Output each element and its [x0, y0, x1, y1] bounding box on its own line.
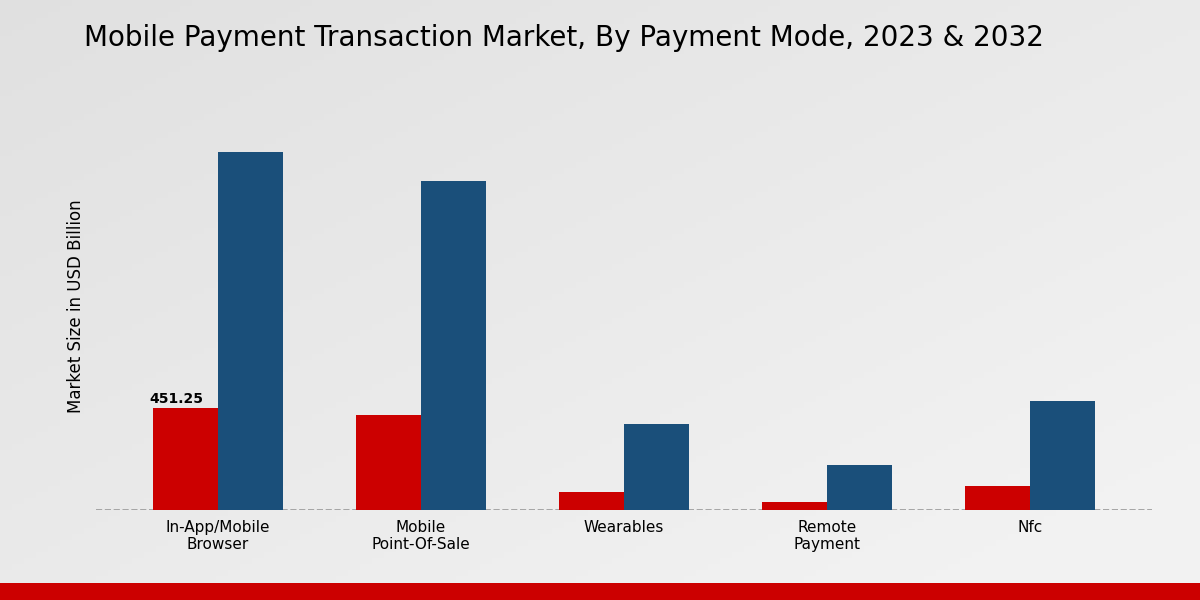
Bar [421, 181, 486, 510]
Bar [762, 502, 827, 510]
Y-axis label: Market Size in USD Billion: Market Size in USD Billion [67, 199, 85, 413]
Bar [152, 408, 218, 510]
Bar [218, 152, 283, 510]
Bar [356, 415, 421, 510]
Bar [965, 486, 1030, 510]
Bar [827, 464, 892, 510]
Bar [624, 424, 689, 510]
Text: Mobile Payment Transaction Market, By Payment Mode, 2023 & 2032: Mobile Payment Transaction Market, By Pa… [84, 24, 1044, 52]
Bar [1030, 401, 1096, 510]
Bar [559, 492, 624, 510]
Text: 451.25: 451.25 [150, 392, 204, 406]
